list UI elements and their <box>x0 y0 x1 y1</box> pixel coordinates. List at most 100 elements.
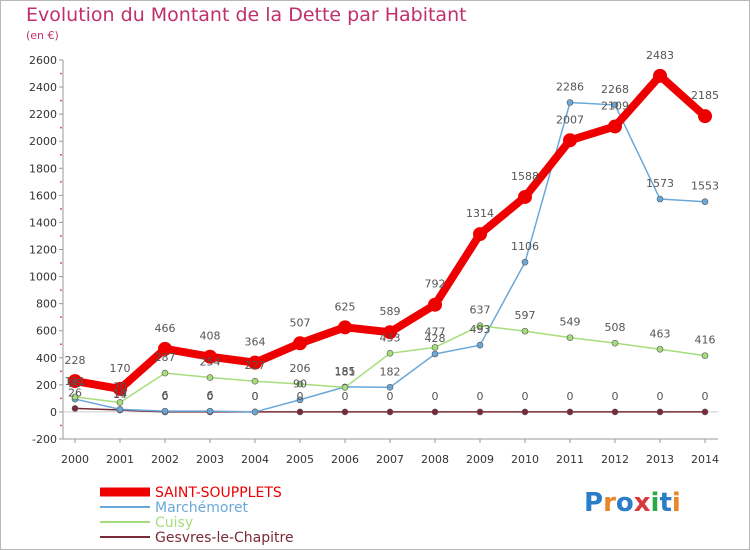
data-point <box>251 408 259 416</box>
series-cuisy <box>71 322 709 406</box>
data-point <box>656 195 664 203</box>
data-point <box>338 320 352 335</box>
data-point <box>71 405 79 412</box>
data-point <box>566 99 574 106</box>
series-march-moret <box>71 99 709 416</box>
data-label: 625 <box>335 300 356 313</box>
y-tick-label: 1800 <box>29 162 57 175</box>
unit-label: (en €) <box>26 29 59 42</box>
data-label: 19 <box>113 387 127 400</box>
data-label: 111 <box>65 375 86 388</box>
data-label: 182 <box>380 365 401 378</box>
x-tick-label: 2011 <box>556 453 584 466</box>
data-point <box>476 322 484 330</box>
data-point <box>341 408 349 416</box>
data-label: 185 <box>335 365 356 378</box>
data-label: 181 <box>335 365 356 378</box>
x-tick-label: 2012 <box>601 453 629 466</box>
data-point <box>383 325 397 340</box>
data-label: 0 <box>297 390 304 403</box>
y-tick-label: 1600 <box>29 189 57 202</box>
x-tick-label: 2005 <box>286 453 314 466</box>
data-label: 493 <box>470 323 491 336</box>
data-point <box>476 341 484 349</box>
logo-letter: x <box>633 488 651 518</box>
data-label: 6 <box>162 389 169 402</box>
data-point <box>296 408 304 416</box>
x-tick-label: 2004 <box>241 453 269 466</box>
data-label: 1106 <box>511 240 539 253</box>
data-label: 2109 <box>601 99 629 112</box>
data-label: 2007 <box>556 113 584 126</box>
data-label: 0 <box>432 390 439 403</box>
data-label: 589 <box>380 305 401 318</box>
y-tick-label: -200 <box>32 433 57 446</box>
data-point <box>386 350 394 357</box>
data-label: 792 <box>425 278 446 291</box>
x-tick-label: 2003 <box>196 453 224 466</box>
data-label: 0 <box>207 390 214 403</box>
data-point <box>386 383 394 391</box>
legend-label: Gesvres-le-Chapitre <box>155 530 294 546</box>
data-point <box>656 408 664 416</box>
legend-label: Cuisy <box>155 515 193 531</box>
data-point <box>386 408 394 416</box>
data-label: 287 <box>155 351 176 364</box>
data-point <box>161 407 169 415</box>
x-tick-label: 2008 <box>421 453 449 466</box>
data-label: 0 <box>567 390 574 403</box>
data-point <box>431 408 439 416</box>
data-point <box>566 408 574 416</box>
series-saint-soupplets <box>68 68 712 396</box>
data-point <box>116 399 124 406</box>
data-label: 1553 <box>691 180 719 193</box>
data-label: 364 <box>245 336 266 349</box>
data-point <box>158 341 172 356</box>
y-tick-label: 2200 <box>29 108 57 121</box>
logo-letter: i <box>671 488 681 518</box>
data-label: 0 <box>252 390 259 403</box>
x-tick-label: 2014 <box>691 453 719 466</box>
y-tick-label: 1400 <box>29 216 57 229</box>
data-label: 90 <box>293 378 307 391</box>
data-point <box>161 369 169 377</box>
data-point <box>203 349 217 364</box>
data-point <box>566 334 574 341</box>
data-label: 0 <box>657 390 664 403</box>
data-label: 466 <box>155 322 176 335</box>
data-point <box>521 408 529 416</box>
data-label: 206 <box>290 362 311 375</box>
data-label: 508 <box>605 321 626 334</box>
data-label: 0 <box>477 390 484 403</box>
data-point <box>428 297 442 312</box>
data-label: 0 <box>612 390 619 403</box>
legend-label: SAINT-SOUPPLETS <box>155 485 282 501</box>
data-point <box>431 344 439 351</box>
y-tick-label: 2600 <box>29 54 57 67</box>
data-point <box>206 407 214 415</box>
data-point <box>656 345 664 353</box>
data-label: 463 <box>650 327 671 340</box>
x-tick-label: 2006 <box>331 453 359 466</box>
data-label: 408 <box>200 330 221 343</box>
x-tick-label: 2009 <box>466 453 494 466</box>
y-tick-label: 2000 <box>29 135 57 148</box>
logo-letter: t <box>659 488 672 518</box>
data-point <box>653 68 667 83</box>
data-point <box>476 408 484 416</box>
data-label: 0 <box>252 390 259 403</box>
data-label: 597 <box>515 309 536 322</box>
data-label: 637 <box>470 304 491 317</box>
data-label: 2286 <box>556 81 584 94</box>
data-point <box>293 336 307 351</box>
data-label: 428 <box>425 332 446 345</box>
data-label: 549 <box>560 316 581 329</box>
data-label: 254 <box>200 356 221 369</box>
y-tick-label: 600 <box>36 325 57 338</box>
y-tick-label: 2400 <box>29 81 57 94</box>
data-label: 227 <box>245 359 266 372</box>
data-point <box>206 374 214 381</box>
logo-letter: i <box>650 488 660 518</box>
